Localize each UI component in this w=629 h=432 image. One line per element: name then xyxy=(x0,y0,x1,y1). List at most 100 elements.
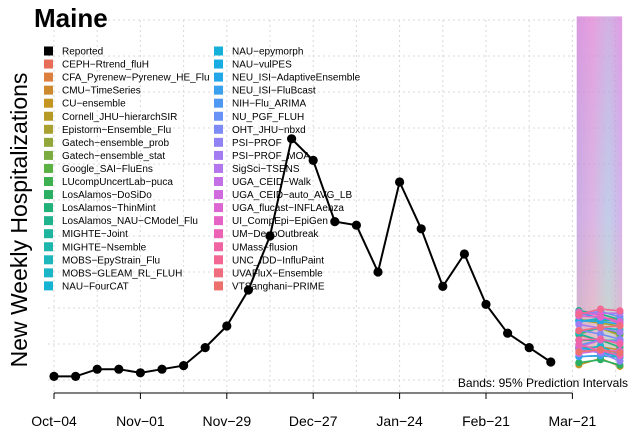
forecast-point xyxy=(616,349,624,357)
legend-swatch xyxy=(44,46,53,56)
legend-label: MOBS−EpyStrain_Flu xyxy=(62,255,160,266)
reported-point xyxy=(157,364,167,374)
x-tick-label: Jan−24 xyxy=(376,413,423,429)
reported-point xyxy=(416,224,426,234)
legend-swatch xyxy=(214,46,223,56)
legend-swatch xyxy=(214,124,223,134)
reported-series xyxy=(49,134,556,381)
legend-label: VTSanghani−PRIME xyxy=(232,281,325,292)
legend-label: UNC_IDD−InfluPaint xyxy=(232,255,324,266)
reported-point xyxy=(459,249,469,259)
band-note: Bands: 95% Prediction Intervals xyxy=(458,376,628,390)
legend-swatch xyxy=(214,59,223,69)
reported-point xyxy=(546,357,556,367)
legend-label: Gatech−ensemble_stat xyxy=(62,151,165,162)
legend-swatch xyxy=(214,190,223,200)
legend-label: CEPH−Rtrend_fluH xyxy=(62,60,149,71)
forecast-point xyxy=(616,328,624,336)
reported-point xyxy=(503,328,513,338)
legend-swatch xyxy=(214,216,223,226)
legend-label: SigSci−TSENS xyxy=(232,164,300,175)
legend-swatch xyxy=(214,85,223,95)
reported-point xyxy=(308,155,318,165)
forecast-point xyxy=(575,359,583,367)
legend-label: MIGHTE−Joint xyxy=(62,229,128,240)
forecast-point xyxy=(616,322,624,330)
legend-swatch xyxy=(44,98,53,108)
legend-swatch xyxy=(44,59,53,69)
legend-swatch xyxy=(44,229,53,239)
legend-swatch xyxy=(214,111,223,121)
legend-label: MOBS−GLEAM_RL_FLUH xyxy=(62,268,182,279)
legend-label: CMU−TimeSeries xyxy=(62,86,141,97)
legend-swatch xyxy=(44,163,53,173)
legend-swatch xyxy=(44,111,53,121)
legend-label: Gatech−ensemble_prob xyxy=(62,138,169,149)
legend-swatch xyxy=(214,72,223,82)
legend-swatch xyxy=(214,242,223,252)
legend-label: Epistorm−Ensemble_Flu xyxy=(62,125,171,136)
reported-point xyxy=(71,371,81,381)
reported-point xyxy=(92,364,102,374)
reported-point xyxy=(330,217,340,227)
x-tick-label: Oct−04 xyxy=(31,413,77,429)
forecast-point xyxy=(575,348,583,356)
chart-title: Maine xyxy=(34,3,108,33)
legend-swatch xyxy=(214,229,223,239)
x-tick-label: Dec−27 xyxy=(289,413,338,429)
y-axis-label: New Weekly Hospitalizations xyxy=(6,73,32,368)
legend-label: NAU−vulPES xyxy=(232,60,292,71)
forecast-point xyxy=(596,323,605,332)
legend-swatch xyxy=(44,124,53,134)
reported-point xyxy=(265,231,275,241)
forecast-point xyxy=(575,310,583,318)
forecast-point xyxy=(596,330,605,338)
legend-swatch xyxy=(44,150,53,160)
legend-swatch xyxy=(44,281,53,291)
legend-label: Google_SAI−FluEns xyxy=(62,164,153,175)
legend-swatch xyxy=(214,98,223,108)
forecast-point xyxy=(616,340,624,348)
legend-label: MIGHTE−Nsemble xyxy=(62,242,147,253)
legend-swatch xyxy=(44,190,53,200)
legend-label: OHT_JHU−nbxd xyxy=(232,125,306,136)
legend-swatch xyxy=(44,242,53,252)
reported-point xyxy=(524,343,534,353)
legend-label: LosAlamos−DoSiDo xyxy=(62,190,152,201)
legend-label: NEU_ISI−AdaptiveEnsemble xyxy=(232,73,361,84)
forecast-point xyxy=(575,320,583,329)
reported-point xyxy=(200,343,210,353)
legend-label: UI_CompEpi−EpiGen xyxy=(232,216,328,227)
forecast-band-layer xyxy=(576,16,623,352)
forecast-point xyxy=(596,335,605,343)
reported-point xyxy=(179,361,189,371)
reported-point xyxy=(243,285,253,295)
x-tick-label: Nov−29 xyxy=(202,413,251,429)
legend-label: LosAlamos−ThinMint xyxy=(62,203,156,214)
forecast-point xyxy=(616,357,624,365)
legend-swatch xyxy=(44,177,53,186)
legend-label: NAU−FourCAT xyxy=(62,281,129,292)
forecast-lines-layer xyxy=(575,305,624,370)
legend-swatch xyxy=(44,137,53,147)
forecast-point xyxy=(596,305,605,313)
reported-point xyxy=(351,220,361,230)
legend-swatch xyxy=(44,72,53,82)
reported-point xyxy=(49,371,59,381)
legend-swatch xyxy=(214,137,223,147)
x-tick-label: Feb−21 xyxy=(462,413,510,429)
legend-swatch xyxy=(214,177,223,186)
legend: Reported CEPH−Rtrend_fluH CFA_Pyrenew−Pyre… xyxy=(44,46,361,292)
reported-point xyxy=(114,364,124,374)
legend-label: Reported xyxy=(62,47,103,58)
legend-swatch xyxy=(214,203,223,213)
legend-swatch xyxy=(44,268,53,278)
legend-label: UGA_CEID−auto_AVG_LB xyxy=(232,190,352,201)
legend-label: UMass−flusion xyxy=(232,242,298,253)
reported-point xyxy=(438,281,448,291)
legend-swatch xyxy=(214,281,223,291)
legend-swatch xyxy=(44,85,53,95)
legend-label: CU−ensemble xyxy=(62,99,126,110)
legend-label: UVAFluX−Ensemble xyxy=(232,268,323,279)
x-tick-label: Mar−21 xyxy=(548,413,596,429)
